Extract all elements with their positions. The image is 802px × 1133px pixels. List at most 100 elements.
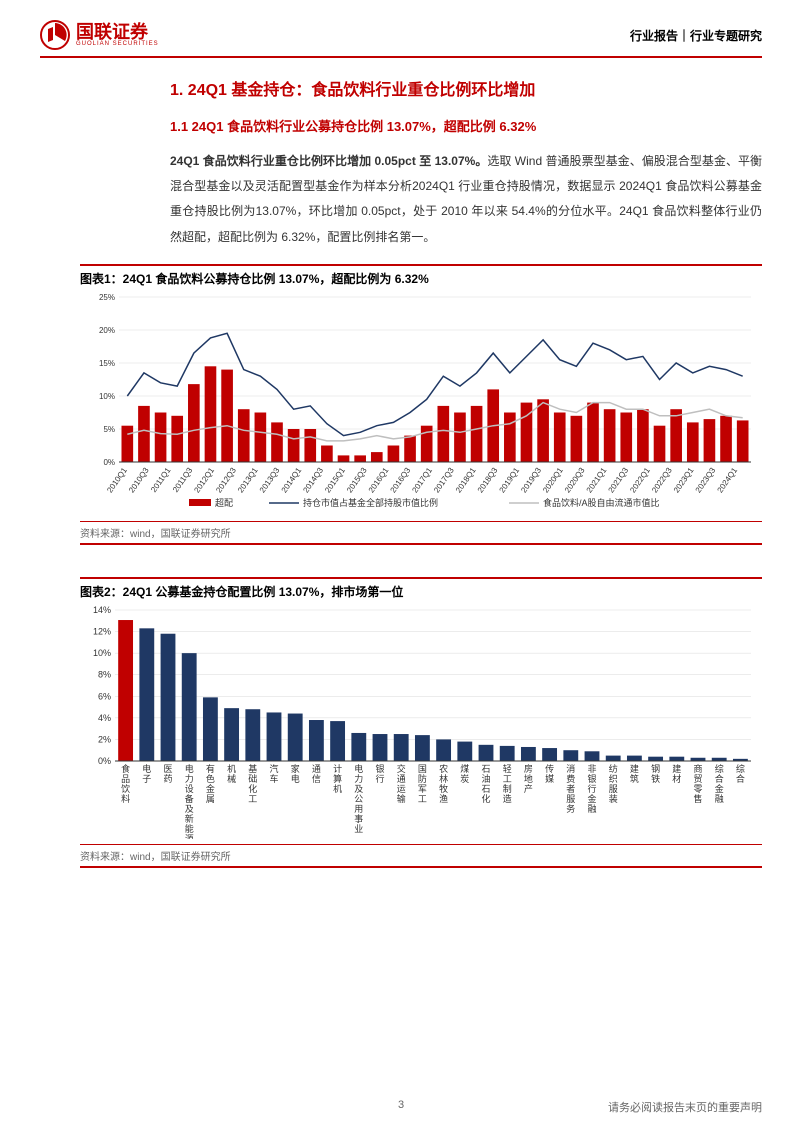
fig1-title: 图表1：24Q1 食品饮料公募持仓比例 13.07%，超配比例为 6.32%	[80, 264, 762, 287]
svg-text:2011Q1: 2011Q1	[149, 465, 173, 493]
report-type: 行业报告｜行业专题研究	[630, 27, 762, 44]
logo-icon	[40, 20, 70, 50]
svg-text:属: 属	[206, 794, 215, 804]
svg-text:2014Q3: 2014Q3	[301, 465, 325, 494]
svg-text:渔: 渔	[439, 794, 448, 804]
svg-text:10%: 10%	[93, 648, 111, 658]
svg-text:2013Q1: 2013Q1	[236, 465, 260, 494]
company-name: 国联证券	[76, 23, 159, 41]
svg-text:备: 备	[185, 793, 194, 804]
svg-text:2019Q1: 2019Q1	[498, 465, 522, 494]
svg-text:信: 信	[312, 773, 321, 784]
svg-text:2016Q1: 2016Q1	[367, 465, 391, 494]
svg-text:服: 服	[566, 794, 575, 804]
svg-text:能: 能	[185, 823, 194, 834]
svg-text:运: 运	[397, 784, 406, 794]
svg-text:化: 化	[481, 793, 490, 804]
svg-text:商: 商	[693, 763, 702, 774]
svg-text:铁: 铁	[651, 773, 660, 784]
svg-text:通: 通	[312, 764, 321, 774]
svg-text:2017Q1: 2017Q1	[410, 465, 434, 494]
company-sub: GUOLIAN SECURITIES	[76, 41, 159, 47]
svg-text:2012Q3: 2012Q3	[214, 465, 238, 494]
svg-text:非: 非	[587, 763, 596, 774]
svg-text:电: 电	[142, 763, 151, 774]
svg-text:2021Q1: 2021Q1	[585, 465, 609, 494]
svg-text:造: 造	[503, 793, 512, 804]
svg-text:2022Q3: 2022Q3	[650, 465, 674, 494]
svg-text:家: 家	[291, 763, 300, 774]
svg-text:钢: 钢	[651, 763, 660, 774]
svg-text:零: 零	[693, 784, 702, 794]
svg-text:业: 业	[354, 824, 363, 834]
fig1-source: 资料来源：wind，国联证券研究所	[80, 521, 762, 545]
svg-text:源: 源	[185, 834, 194, 839]
svg-text:轻: 轻	[503, 763, 512, 774]
svg-text:通: 通	[397, 774, 406, 784]
svg-text:设: 设	[185, 784, 194, 794]
svg-text:2021Q3: 2021Q3	[606, 465, 630, 494]
svg-text:产: 产	[524, 783, 533, 794]
svg-text:15%: 15%	[99, 359, 115, 368]
svg-text:农: 农	[439, 763, 448, 774]
svg-text:筑: 筑	[630, 773, 639, 784]
svg-text:工: 工	[418, 794, 427, 804]
svg-text:20%: 20%	[99, 326, 115, 335]
footer-disclaimer: 请务必阅读报告末页的重要声明	[608, 1099, 762, 1115]
svg-text:2022Q1: 2022Q1	[628, 465, 652, 494]
fig2-title: 图表2：24Q1 公募基金持仓配置比例 13.07%，排市场第一位	[80, 577, 762, 600]
svg-text:4%: 4%	[98, 713, 111, 723]
svg-text:传: 传	[545, 763, 554, 774]
svg-text:公: 公	[354, 794, 363, 804]
chart-1: 0%5%10%15%20%25%2010Q12010Q32011Q12011Q3…	[80, 291, 762, 516]
svg-text:算: 算	[333, 773, 342, 784]
svg-text:军: 军	[418, 784, 427, 794]
svg-text:2018Q3: 2018Q3	[476, 465, 500, 494]
svg-text:防: 防	[418, 773, 427, 784]
svg-text:务: 务	[566, 803, 575, 814]
svg-text:油: 油	[481, 773, 490, 784]
svg-text:用: 用	[354, 804, 363, 814]
svg-text:林: 林	[439, 773, 448, 784]
svg-text:品: 品	[121, 774, 130, 784]
svg-text:石: 石	[481, 764, 490, 774]
svg-text:房: 房	[524, 763, 533, 774]
svg-text:银: 银	[375, 763, 384, 774]
svg-text:融: 融	[587, 804, 596, 814]
svg-text:2016Q3: 2016Q3	[389, 465, 413, 494]
svg-text:工: 工	[503, 774, 512, 784]
svg-text:药: 药	[163, 774, 172, 784]
svg-text:14%: 14%	[93, 605, 111, 615]
svg-text:医: 医	[163, 764, 172, 774]
svg-text:0%: 0%	[98, 756, 111, 766]
svg-text:纺: 纺	[609, 763, 618, 774]
svg-text:炭: 炭	[460, 774, 469, 784]
page-number: 3	[398, 1099, 404, 1111]
svg-text:饮: 饮	[121, 783, 130, 794]
svg-text:合: 合	[736, 773, 745, 784]
svg-text:食: 食	[121, 763, 130, 774]
page-footer: 3 请务必阅读报告末页的重要声明	[40, 1099, 762, 1115]
svg-text:织: 织	[609, 773, 618, 784]
svg-text:综: 综	[715, 763, 724, 774]
svg-text:2012Q1: 2012Q1	[192, 465, 216, 494]
svg-text:行: 行	[375, 773, 384, 784]
fig2-source: 资料来源：wind，国联证券研究所	[80, 844, 762, 868]
svg-text:2020Q1: 2020Q1	[541, 465, 565, 494]
svg-text:6%: 6%	[98, 691, 111, 701]
svg-text:者: 者	[566, 784, 575, 794]
svg-text:输: 输	[397, 793, 406, 804]
svg-text:2020Q3: 2020Q3	[563, 465, 587, 494]
svg-text:银: 银	[587, 773, 596, 784]
svg-text:食品饮料/A股自由流通市值比: 食品饮料/A股自由流通市值比	[543, 497, 660, 508]
svg-text:装: 装	[609, 793, 618, 804]
svg-text:2011Q3: 2011Q3	[171, 465, 195, 493]
svg-text:机: 机	[333, 783, 342, 794]
para-bold: 24Q1 食品饮料行业重仓比例环比增加 0.05pct 至 13.07%。	[170, 154, 487, 168]
svg-text:材: 材	[672, 773, 681, 784]
svg-text:2%: 2%	[98, 734, 111, 744]
svg-text:10%: 10%	[99, 392, 115, 401]
svg-text:2024Q1: 2024Q1	[715, 465, 739, 494]
svg-text:2015Q1: 2015Q1	[323, 465, 347, 494]
svg-text:料: 料	[121, 793, 130, 804]
